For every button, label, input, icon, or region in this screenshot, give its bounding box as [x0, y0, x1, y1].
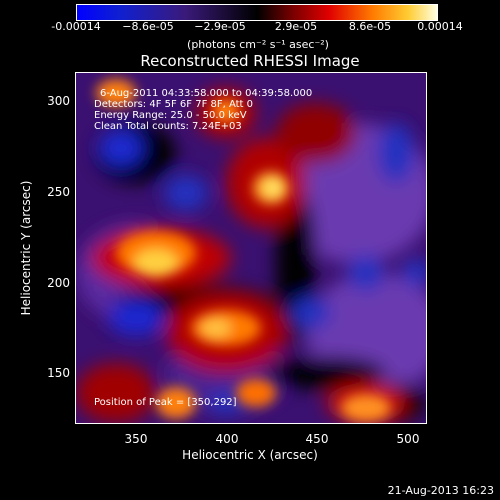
rhessi-image-render	[76, 73, 426, 423]
colorbar-tick: 2.9e-05	[274, 20, 318, 33]
colorbar-tick: −2.9e-05	[194, 20, 246, 33]
y-tick-label: 250	[47, 185, 70, 199]
colorbar	[76, 4, 438, 21]
generation-timestamp: 21-Aug-2013 16:23	[387, 484, 494, 497]
peak-position-info: Position of Peak = [350,292]	[94, 397, 237, 408]
y-tick-label: 300	[47, 94, 70, 108]
colorbar-tick: 0.00014	[417, 20, 463, 33]
x-tick-label: 500	[396, 432, 420, 446]
colorbar-unit: (photons cm⁻² s⁻¹ asec⁻²)	[187, 38, 329, 51]
rhessi-image	[75, 72, 427, 424]
detectors-info: Detectors: 4F 5F 6F 7F 8F, Att 0	[94, 99, 254, 110]
x-tick-label: 400	[215, 432, 239, 446]
obs-time-range: 6-Aug-2011 04:33:58.000 to 04:39:58.000	[100, 88, 313, 99]
x-tick-label: 350	[124, 432, 148, 446]
y-tick-label: 150	[47, 366, 70, 380]
colorbar-tick: -0.00014	[51, 20, 101, 33]
energy-range-info: Energy Range: 25.0 - 50.0 keV	[94, 110, 247, 121]
x-tick-label: 450	[305, 432, 329, 446]
y-tick-label: 200	[47, 276, 70, 290]
colorbar-tick: 8.6e-05	[348, 20, 392, 33]
plot-title: Reconstructed RHESSI Image	[140, 52, 360, 70]
total-counts-info: Clean Total counts: 7.24E+03	[94, 121, 242, 132]
x-axis-title: Heliocentric X (arcsec)	[182, 448, 318, 462]
colorbar-tick: −8.6e-05	[122, 20, 174, 33]
y-axis-title: Heliocentric Y (arcsec)	[19, 180, 33, 316]
